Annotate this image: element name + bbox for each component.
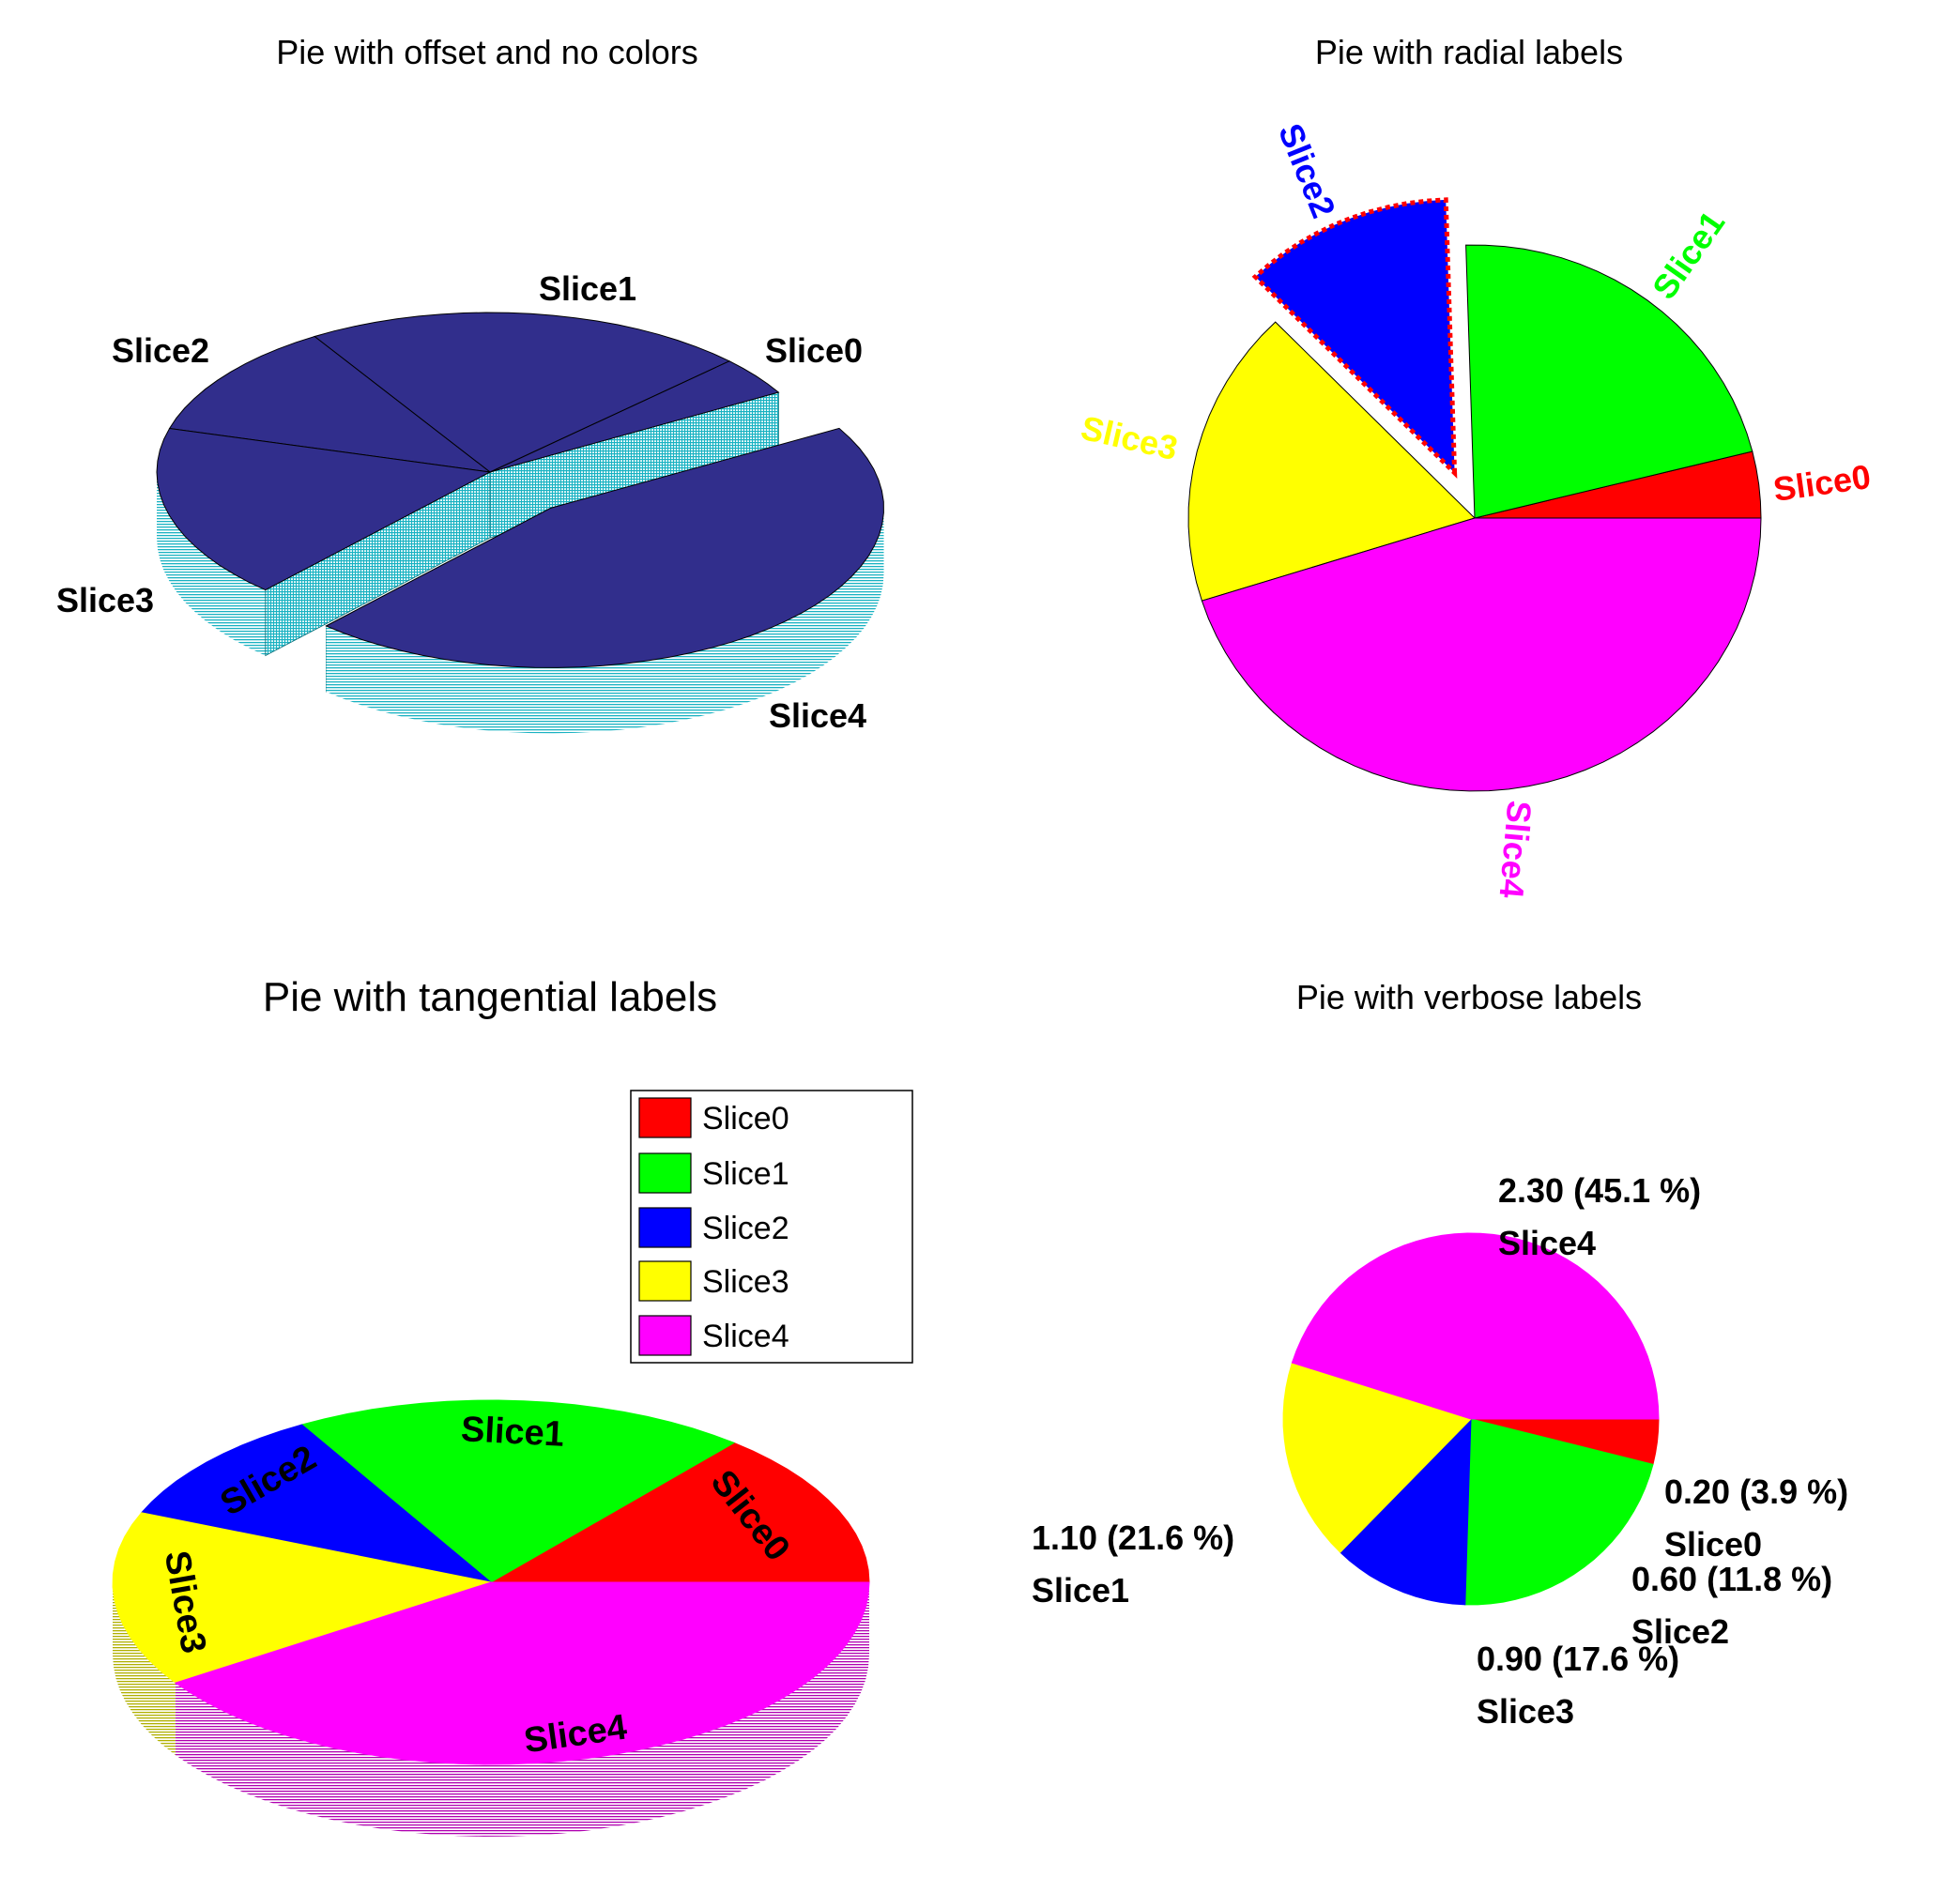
verbose-label-slice2: 0.60 (11.8 %) Slice2 bbox=[1631, 1560, 1832, 1651]
slice-label-2: Slice2 bbox=[1271, 118, 1343, 223]
legend-label: Slice1 bbox=[702, 1156, 789, 1192]
slice-slice4 bbox=[174, 1581, 870, 1765]
verbose-label-slice1: 1.10 (21.6 %) Slice1 bbox=[1032, 1518, 1234, 1610]
legend-label: Slice2 bbox=[702, 1211, 789, 1246]
slice-label-4: Slice4 bbox=[1493, 799, 1539, 899]
chart-title-offset: Pie with offset and no colors bbox=[276, 33, 698, 71]
slice-slice2 bbox=[1340, 1417, 1472, 1606]
slice-label-1: Slice1 bbox=[1645, 204, 1732, 306]
panel-radial-pie: Pie with radial labels Slice0 Slice1 Slice… bbox=[1078, 33, 1874, 900]
slice-slice3 bbox=[112, 1512, 492, 1684]
verbose-label-slice4: 2.30 (45.1 %) Slice4 bbox=[1498, 1171, 1701, 1262]
pie-verbose bbox=[1282, 1232, 1660, 1606]
legend-entry-slice2: Slice2 bbox=[638, 1207, 789, 1248]
legend-swatch bbox=[638, 1097, 692, 1138]
slice-slice4 bbox=[1291, 1232, 1660, 1420]
value-percent-text: 0.90 (17.6 %) bbox=[1477, 1640, 1679, 1678]
pie-radial bbox=[1187, 197, 1762, 792]
slice-label-0: Slice0 bbox=[765, 331, 863, 370]
pie-verbose-labels: 0.20 (3.9 %) Slice0 1.10 (21.6 %) Slice1 0.6… bbox=[1032, 1171, 1848, 1731]
slice-slice4 bbox=[1201, 517, 1762, 792]
value-percent-text: 1.10 (21.6 %) bbox=[1032, 1518, 1234, 1557]
slice-slice1 bbox=[1465, 244, 1753, 519]
legend-entry-slice4: Slice4 bbox=[638, 1315, 789, 1356]
pie-tangential-3d bbox=[112, 1399, 870, 1837]
panel-offset-pie: Pie with offset and no colors Slice0Slic… bbox=[56, 33, 884, 735]
slice-name-text: Slice2 bbox=[1631, 1612, 1729, 1651]
legend-swatch bbox=[638, 1260, 692, 1302]
legend-entry-slice0: Slice0 bbox=[638, 1097, 789, 1138]
value-percent-text: 0.20 (3.9 %) bbox=[1664, 1472, 1848, 1511]
legend-label: Slice3 bbox=[702, 1264, 789, 1300]
value-percent-text: 0.60 (11.8 %) bbox=[1631, 1560, 1832, 1598]
slice-label-2: Slice2 bbox=[112, 331, 209, 370]
legend-swatch bbox=[638, 1207, 692, 1248]
chart-title-tangential: Pie with tangential labels bbox=[263, 974, 717, 1020]
slice-name-text: Slice1 bbox=[1032, 1571, 1129, 1610]
legend-swatch bbox=[638, 1315, 692, 1356]
value-percent-text: 2.30 (45.1 %) bbox=[1498, 1171, 1701, 1210]
slice-slice1 bbox=[1464, 1418, 1654, 1606]
legend: Slice0 Slice1 Slice2 Slice3 Slice4 bbox=[630, 1090, 913, 1364]
slice-slice0 bbox=[489, 1442, 870, 1583]
slice-slice2 bbox=[1251, 197, 1458, 479]
pie-offset-3d bbox=[156, 312, 884, 734]
pie-offset-labels: Slice0 Slice1 Slice2 Slice3 Slice4 bbox=[56, 269, 866, 735]
slice-slice1 bbox=[300, 1399, 736, 1583]
verbose-label-slice0: 0.20 (3.9 %) Slice0 bbox=[1664, 1472, 1848, 1564]
slice-label-0: Slice0 bbox=[1771, 457, 1874, 509]
slice-label-4: Slice4 bbox=[769, 696, 866, 735]
slice-name-text: Slice4 bbox=[1498, 1224, 1596, 1262]
chart-title-verbose: Pie with verbose labels bbox=[1296, 978, 1642, 1016]
legend-entry-slice3: Slice3 bbox=[638, 1260, 789, 1302]
slice-name-text: Slice0 bbox=[1664, 1525, 1762, 1564]
chart-title-radial: Pie with radial labels bbox=[1315, 33, 1623, 71]
legend-label: Slice0 bbox=[702, 1101, 789, 1137]
slice-name-text: Slice3 bbox=[1477, 1692, 1574, 1731]
legend-label: Slice4 bbox=[702, 1319, 789, 1354]
slice-label-3: Slice3 bbox=[56, 581, 154, 619]
legend-swatch bbox=[638, 1152, 692, 1194]
slice-label-1: Slice1 bbox=[539, 269, 636, 308]
slice-slice3 bbox=[1282, 1362, 1472, 1553]
slice-slice3 bbox=[1187, 321, 1476, 602]
legend-entry-slice1: Slice1 bbox=[638, 1152, 789, 1194]
slice-slice2 bbox=[140, 1424, 492, 1583]
panel-verbose-pie: Pie with verbose labels 0.20 (3.9 %) Slic… bbox=[1032, 978, 1848, 1731]
slice-label-3: Slice3 bbox=[1078, 408, 1182, 467]
panel-tangential-pie: Pie with tangential labels Slice0Slice1S… bbox=[112, 974, 913, 1837]
verbose-label-slice3: 0.90 (17.6 %) Slice3 bbox=[1477, 1640, 1679, 1731]
slice-label-1: Slice1 bbox=[460, 1410, 565, 1455]
